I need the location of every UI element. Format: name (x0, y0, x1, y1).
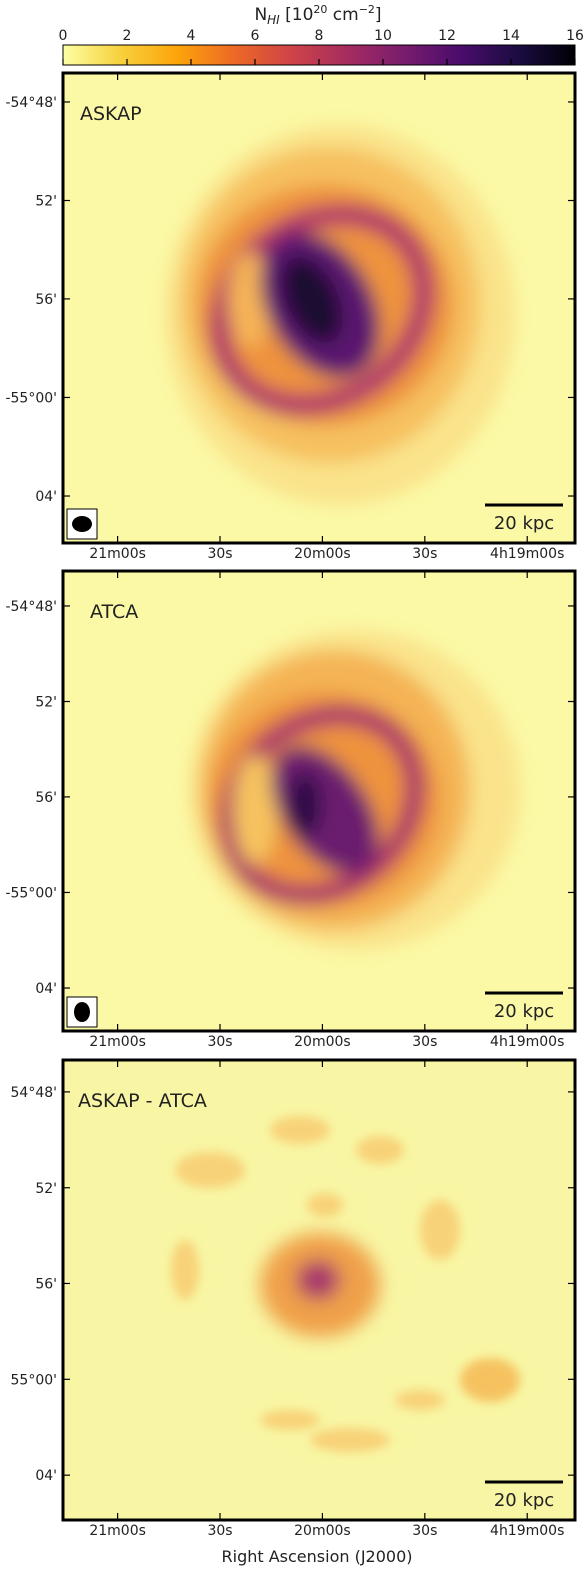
panel-frame (61, 569, 577, 1033)
image-difference (63, 1060, 575, 1520)
panel-title: ATCA (90, 601, 138, 623)
panel-frame (61, 71, 577, 545)
x-tick-label: 20m00s (294, 546, 351, 562)
x-axis-label: Right Ascension (J2000) (222, 1547, 413, 1566)
beam (74, 1002, 90, 1022)
y-tick-label: 56' (35, 292, 57, 308)
x-tick-label: 21m00s (89, 1034, 146, 1050)
scale-bar-label: 20 kpc (494, 1001, 554, 1022)
colorbar-tick-label: 2 (123, 28, 132, 44)
label-part: N (254, 5, 267, 25)
x-tick-label: 20m00s (294, 1523, 351, 1539)
y-tick-label: -55°00' (5, 885, 57, 901)
y-tick-label: 04' (35, 489, 57, 505)
colorbar-tick-label: 8 (315, 28, 324, 44)
colorbar-tick-label: 16 (566, 28, 584, 44)
y-tick-label: -54°48' (5, 95, 57, 111)
y-tick-label: 55°00' (11, 1372, 57, 1388)
y-tick-label: 52' (35, 194, 57, 210)
scale-bar-label: 20 kpc (494, 513, 554, 534)
image-askap (63, 73, 575, 543)
y-tick-label: 04' (35, 981, 57, 997)
colorbar-tick-label: 14 (502, 28, 520, 44)
colorbar-tick-label: 6 (251, 28, 260, 44)
y-tick-label: 52' (35, 1181, 57, 1197)
x-tick-label: 30s (207, 1523, 232, 1539)
label-part: [10 (280, 5, 314, 25)
y-tick-label: 52' (35, 695, 57, 711)
y-tick-label: 54°48' (11, 1085, 57, 1101)
colorbar-tick-label: 4 (187, 28, 196, 44)
y-tick-label: -54°48' (5, 599, 57, 615)
panel-frame (61, 1058, 577, 1522)
label-part: 20 (313, 3, 327, 16)
y-tick-label: -55°00' (5, 390, 57, 406)
label-part: cm (327, 5, 358, 25)
colorbar-tick-label: 12 (438, 28, 456, 44)
label-part: ] (375, 5, 382, 25)
x-tick-label: 4h19m00s (490, 1523, 564, 1539)
image-atca (63, 571, 575, 1031)
colorbar-tick-label: 0 (59, 28, 68, 44)
colorbar-label: NHI [1020 cm−2] (254, 3, 381, 27)
y-tick-label: 56' (35, 790, 57, 806)
x-tick-label: 20m00s (294, 1034, 351, 1050)
x-tick-label: 30s (412, 546, 437, 562)
scale-bar-label: 20 kpc (494, 1490, 554, 1511)
x-tick-label: 30s (412, 1034, 437, 1050)
x-tick-label: 21m00s (89, 1523, 146, 1539)
colorbar-tick-label: 10 (374, 28, 392, 44)
x-tick-label: 21m00s (89, 546, 146, 562)
panel-title: ASKAP (80, 103, 142, 125)
y-tick-label: 56' (35, 1276, 57, 1292)
y-tick-label: 04' (35, 1468, 57, 1484)
label-part: HI (267, 13, 280, 27)
x-tick-label: 30s (207, 1034, 232, 1050)
x-tick-label: 30s (412, 1523, 437, 1539)
beam (72, 516, 92, 532)
x-tick-label: 4h19m00s (490, 1034, 564, 1050)
x-tick-label: 30s (207, 546, 232, 562)
label-part: −2 (359, 3, 375, 16)
panel-title: ASKAP - ATCA (78, 1090, 207, 1112)
x-tick-label: 4h19m00s (490, 546, 564, 562)
